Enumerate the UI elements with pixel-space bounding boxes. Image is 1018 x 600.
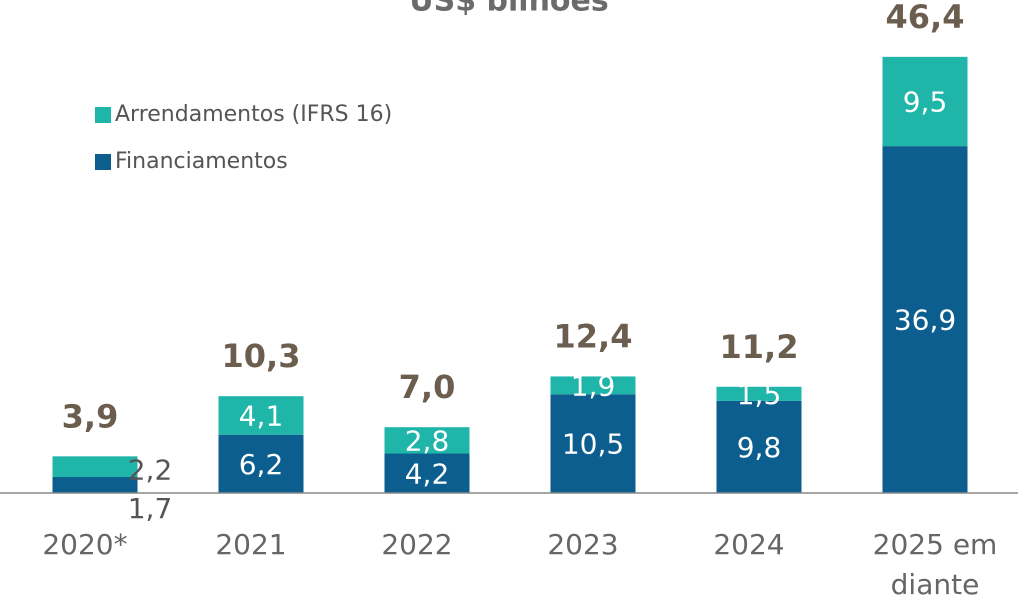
- value-label: 36,9: [894, 304, 956, 337]
- legend-swatch: [95, 154, 111, 170]
- value-label: 6,2: [239, 448, 284, 481]
- value-label: 1,5: [737, 378, 782, 411]
- bar-segment: [52, 456, 138, 478]
- bar-segment: [384, 427, 470, 454]
- x-tick-label: 2025 em diante: [873, 528, 998, 600]
- value-label: 4,1: [239, 399, 284, 432]
- bar-segment: [550, 394, 636, 493]
- total-label: 7,0: [399, 368, 456, 406]
- bar-segment: [52, 477, 138, 493]
- x-tick-label: 2023: [547, 528, 618, 561]
- bar-segment: [384, 453, 470, 493]
- total-label: 12,4: [554, 317, 633, 355]
- x-tick-label: 2021: [215, 528, 286, 561]
- x-tick-label: 2022: [381, 528, 452, 561]
- value-label: 9,5: [903, 85, 948, 118]
- total-label: 10,3: [222, 337, 301, 375]
- bar-segment: [882, 146, 968, 493]
- legend-label: Arrendamentos (IFRS 16): [115, 102, 392, 127]
- bar-segment: [882, 56, 968, 147]
- bar-segment: [550, 376, 636, 395]
- total-label: 11,2: [720, 328, 799, 366]
- legend-swatch: [95, 107, 111, 123]
- bar-segment: [218, 434, 304, 493]
- value-label: 1,7: [128, 492, 173, 525]
- value-label: 9,8: [737, 431, 782, 464]
- legend-label: Financiamentos: [115, 149, 288, 174]
- value-label: 4,2: [405, 457, 450, 490]
- total-label: 3,9: [62, 397, 119, 435]
- x-tick-label: 2024: [713, 528, 784, 561]
- value-label: 10,5: [562, 428, 624, 461]
- bar-segment: [716, 400, 802, 493]
- total-label: 46,4: [886, 0, 965, 36]
- value-label: 1,9: [571, 369, 616, 402]
- bar-segment: [716, 386, 802, 401]
- value-label: 2,2: [128, 454, 173, 487]
- value-label: 2,8: [405, 424, 450, 457]
- bar-segment: [218, 396, 304, 435]
- x-tick-label: 2020*: [42, 528, 127, 561]
- chart-title: US$ bilhões: [409, 0, 609, 19]
